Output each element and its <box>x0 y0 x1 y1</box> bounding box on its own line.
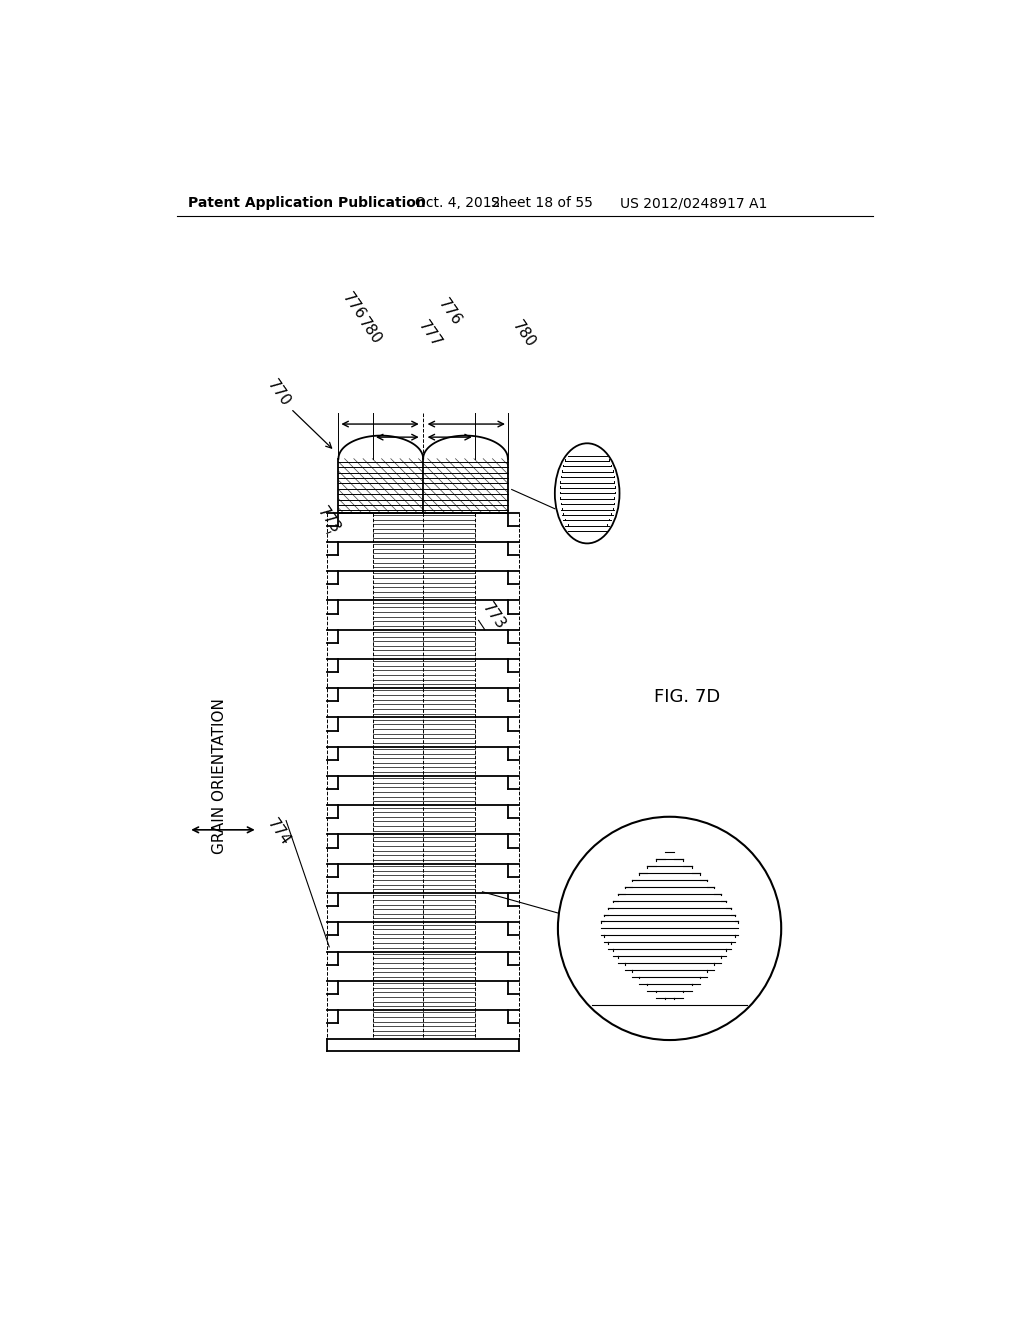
Text: 773: 773 <box>479 601 509 632</box>
Text: 777: 777 <box>415 318 443 350</box>
Text: 770: 770 <box>264 378 293 409</box>
Text: 773: 773 <box>314 504 344 536</box>
Text: Oct. 4, 2012: Oct. 4, 2012 <box>416 197 501 210</box>
Text: Sheet 18 of 55: Sheet 18 of 55 <box>490 197 593 210</box>
Text: 780: 780 <box>355 315 384 347</box>
Ellipse shape <box>555 444 620 544</box>
Circle shape <box>558 817 781 1040</box>
Text: 776: 776 <box>339 290 369 322</box>
Text: GRAIN ORIENTATION: GRAIN ORIENTATION <box>212 698 226 854</box>
Text: 780: 780 <box>509 318 538 350</box>
Text: US 2012/0248917 A1: US 2012/0248917 A1 <box>620 197 767 210</box>
Text: 774: 774 <box>264 816 293 849</box>
Text: FIG. 7D: FIG. 7D <box>654 689 721 706</box>
Text: 776: 776 <box>435 296 465 329</box>
Text: Patent Application Publication: Patent Application Publication <box>188 197 426 210</box>
